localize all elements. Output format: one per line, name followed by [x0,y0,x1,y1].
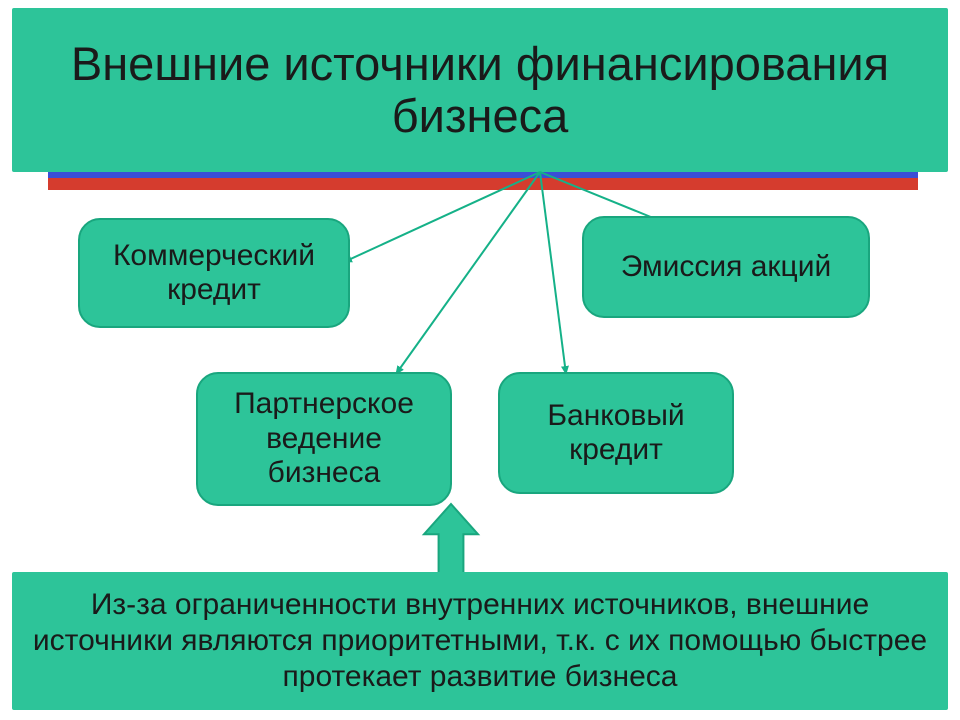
thin-arrow-2 [396,172,540,374]
node-bank-credit-label: Банковый кредит [514,399,718,468]
bottom-text: Из-за ограниченности внутренних источник… [30,587,930,695]
thin-arrow-3 [540,172,566,374]
accent-bar-bottom [48,178,918,190]
node-partnership-label: Партнерское ведение бизнеса [212,387,436,491]
node-commercial-credit: Коммерческий кредит [78,218,350,328]
title-text: Внешние источники финансирования бизнеса [32,38,928,141]
up-arrow-icon [424,504,478,576]
node-commercial-credit-label: Коммерческий кредит [94,239,334,308]
node-partnership: Партнерское ведение бизнеса [196,372,452,506]
diagram-stage: Внешние источники финансирования бизнеса… [0,0,960,720]
node-stock-issuance-label: Эмиссия акций [621,250,831,285]
node-stock-issuance: Эмиссия акций [582,216,870,318]
node-bank-credit: Банковый кредит [498,372,734,494]
title-panel: Внешние источники финансирования бизнеса [12,8,948,172]
up-arrow [424,504,478,576]
bottom-panel: Из-за ограниченности внутренних источник… [12,572,948,710]
